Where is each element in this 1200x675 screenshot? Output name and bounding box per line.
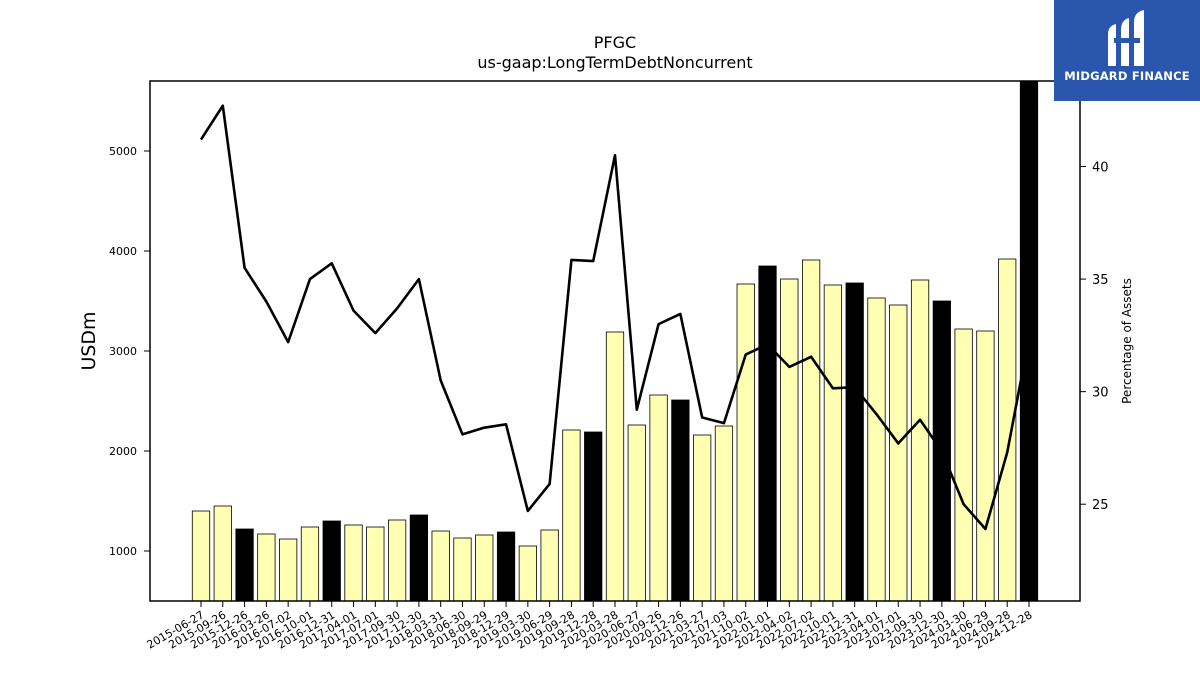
brand-name: MIDGARD FINANCE <box>1064 69 1190 83</box>
bar-2024-09-28 <box>998 258 1017 602</box>
y2-tick-label: 40 <box>1092 161 1109 176</box>
bar-2023-07-01 <box>889 304 908 602</box>
bar-2021-03-27 <box>693 434 712 602</box>
y2-axis: 25 30 35 40 <box>1080 161 1109 513</box>
y2-tick-label: 35 <box>1092 273 1109 288</box>
bar-series <box>191 80 1039 602</box>
bar-2016-07-02 <box>279 538 298 602</box>
bar-2021-10-02 <box>736 283 755 602</box>
y-tick-label: 4000 <box>109 245 137 258</box>
bar-2019-03-30 <box>518 545 537 602</box>
bar-2020-03-28 <box>605 331 625 602</box>
y-tick-label: 2000 <box>109 445 137 458</box>
bar-2015-12-26 <box>235 528 254 602</box>
bar-2022-12-31 <box>845 282 864 602</box>
bar-2016-10-01 <box>300 526 320 602</box>
bar-2018-03-31 <box>431 530 450 602</box>
y-tick-label: 3000 <box>109 345 137 358</box>
y-tick-label: 1000 <box>109 545 137 558</box>
midgard-logo: MIDGARD FINANCE <box>1054 0 1200 101</box>
y-tick-label: 5000 <box>109 145 137 158</box>
bar-2019-06-29 <box>540 529 559 602</box>
bar-2020-06-27 <box>627 424 646 602</box>
y-axis: 1000 2000 3000 4000 5000 <box>109 145 150 558</box>
bar-2022-04-02 <box>780 278 799 602</box>
chart-subtitle: us-gaap:LongTermDebtNoncurrent <box>477 53 752 72</box>
bar-2022-07-02 <box>801 259 821 602</box>
bar-2016-03-26 <box>257 533 276 602</box>
bar-2020-12-26 <box>671 399 690 602</box>
y2-tick-label: 25 <box>1092 498 1109 513</box>
bar-2024-03-30 <box>954 328 973 602</box>
bar-2016-12-31 <box>322 520 341 602</box>
bar-2019-12-28 <box>584 431 603 602</box>
bar-2017-07-01 <box>366 526 385 602</box>
bar-2023-09-30 <box>910 279 930 602</box>
bar-2017-09-30 <box>387 519 407 602</box>
bar-2019-09-28 <box>562 429 581 602</box>
y2-tick-label: 30 <box>1092 386 1109 401</box>
bar-2018-09-29 <box>475 534 494 602</box>
bar-2024-06-29 <box>976 330 995 602</box>
bar-2022-01-01 <box>758 265 777 602</box>
bar-2017-04-01 <box>344 524 363 602</box>
bar-2017-12-30 <box>409 514 429 602</box>
percentage-line <box>199 104 1031 531</box>
line-series <box>199 104 1031 531</box>
bar-2022-10-01 <box>823 284 843 602</box>
bar-2015-09-26 <box>213 505 232 602</box>
bar-2018-06-30 <box>453 537 472 602</box>
bar-2015-06-27 <box>191 510 211 602</box>
y2-axis-label: Percentage of Assets <box>1120 278 1134 404</box>
bar-2023-04-01 <box>867 297 886 602</box>
chart-title: PFGC <box>594 33 636 52</box>
bar-2020-09-26 <box>649 394 668 602</box>
bar-2018-12-29 <box>496 531 516 602</box>
x-axis: 2015-06-272015-09-262015-12-262016-03-26… <box>145 601 1035 652</box>
midgard-logo-icon <box>1108 10 1144 66</box>
bar-2021-07-03 <box>714 425 734 602</box>
y-axis-label: USDm <box>78 311 100 370</box>
